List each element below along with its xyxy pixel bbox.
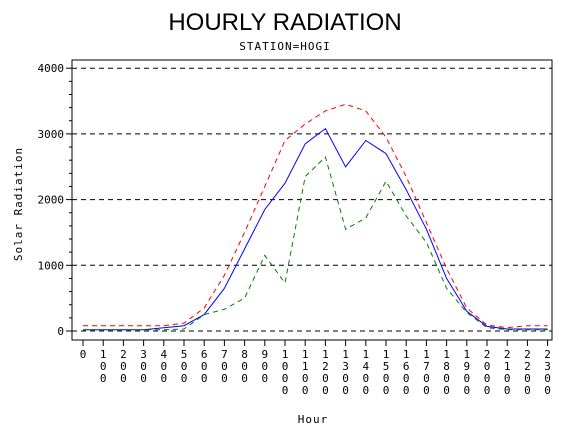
chart-subtitle: STATION=HOGI <box>239 40 330 53</box>
y-tick-label: 2000 <box>38 194 65 207</box>
x-axis-label: Hour <box>298 413 329 426</box>
series-line-1 <box>83 127 548 331</box>
x-axis-ticks: 0 1 0 0 2 0 0 3 0 0 4 0 0 5 0 0 6 0 0 7 0 0 8 0 0 9 0 0 1 0 0 0 1 1 0 0 1 2 0 0… <box>80 340 551 397</box>
y-tick-label: 3000 <box>38 128 65 141</box>
chart-title: HOURLY RADIATION <box>168 9 401 36</box>
x-tick-label: 0 <box>80 348 87 361</box>
y-tick-label: 1000 <box>38 259 65 272</box>
y-tick-label: 4000 <box>38 62 65 75</box>
y-axis-ticks: 0 1000 2000 3000 4000 <box>38 62 72 338</box>
y-tick-label: 0 <box>57 325 64 338</box>
series-lines <box>83 103 548 331</box>
grid-lines <box>72 67 552 332</box>
series-line-2 <box>83 103 548 329</box>
series-line-3 <box>83 155 548 331</box>
y-axis-label: Solar Radiation <box>12 147 25 261</box>
